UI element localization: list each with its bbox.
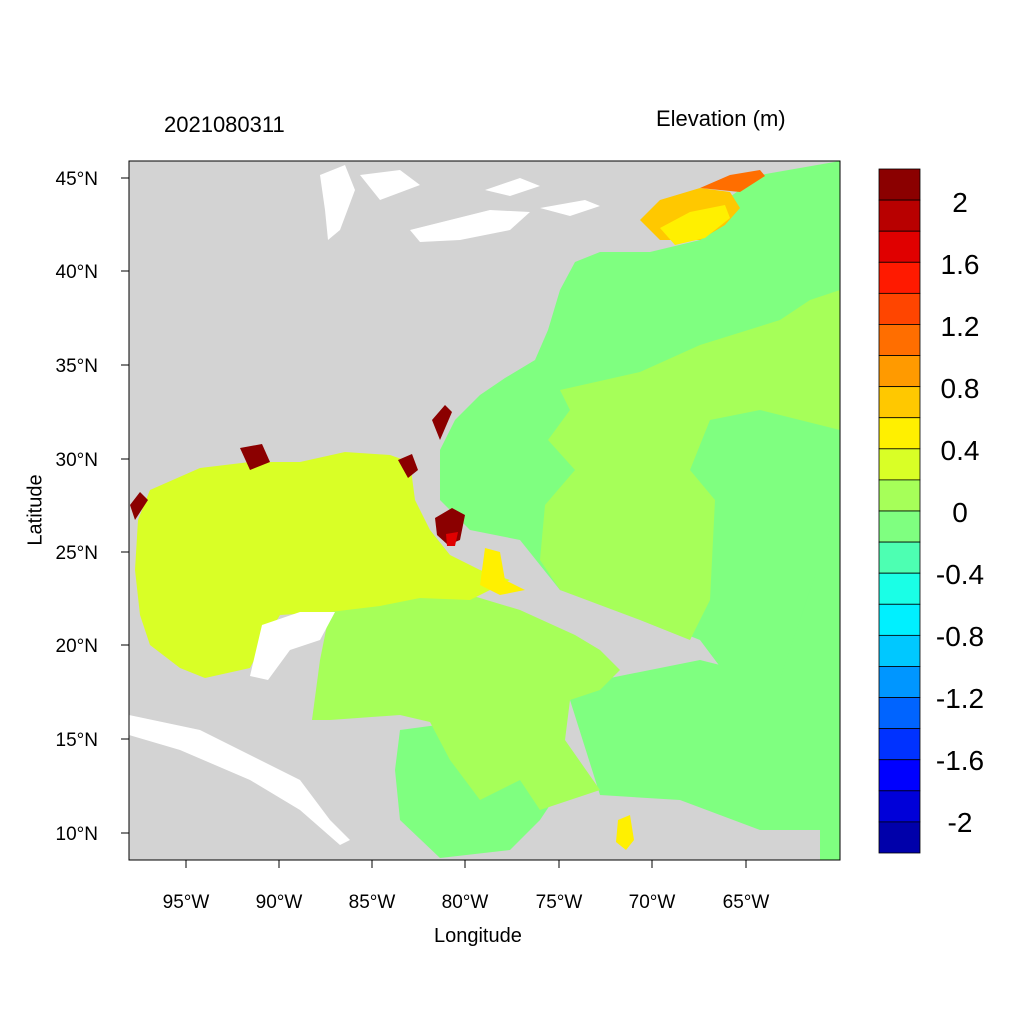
- colorbar-swatch: [878, 697, 921, 730]
- variable-label: Elevation (m): [656, 106, 786, 131]
- colorbar-swatch: [878, 386, 921, 419]
- colorbar-swatch: [878, 728, 921, 761]
- colorbar-swatch: [878, 168, 921, 201]
- x-axis-label: Longitude: [434, 925, 522, 947]
- x-axis: 95°W 90°W 85°W 80°W 75°W 70°W 65°W: [163, 860, 770, 913]
- colorbar-swatch: [878, 355, 921, 388]
- colorbar-swatch: [878, 261, 921, 294]
- great-lakes: [320, 165, 600, 242]
- atlantic-central-region: [540, 290, 840, 640]
- yucatan-coast-strip: [250, 612, 335, 680]
- colorbar-swatch: [878, 230, 921, 263]
- colorbar-labels: 2 1.6 1.2 0.8 0.4 0 -0.4 -0.8 -1.2 -1.6 …: [936, 187, 984, 838]
- plot-frame: [128, 160, 841, 861]
- x-tick-label: 85°W: [349, 892, 396, 913]
- colorbar-label: 1.2: [941, 311, 980, 342]
- colorbar-swatch: [878, 324, 921, 356]
- colorbar-swatch: [878, 634, 921, 667]
- x-tick-label: 90°W: [256, 892, 303, 913]
- y-axis: 45°N 40°N 35°N 30°N 25°N 20°N 15°N 10°N: [56, 169, 129, 845]
- y-tick-label: 25°N: [56, 543, 98, 564]
- y-tick-label: 30°N: [56, 450, 98, 471]
- x-tick-label: 70°W: [629, 892, 676, 913]
- colorbar-label: 2: [952, 187, 968, 218]
- colorbar-swatch: [878, 417, 921, 450]
- bay-of-fundy-red-region: [700, 170, 765, 192]
- y-tick-label: 15°N: [56, 730, 98, 751]
- georgia-coast-surge: [432, 405, 452, 440]
- louisiana-coast-surge: [240, 444, 270, 470]
- colorbar-label: -0.8: [936, 621, 984, 652]
- texas-coast-surge: [130, 492, 148, 520]
- x-tick-label: 75°W: [536, 892, 583, 913]
- florida-west-coast-surge: [398, 454, 418, 478]
- colorbar-swatch: [878, 479, 921, 512]
- colorbar-label: -1.6: [936, 745, 984, 776]
- colorbar-swatch: [878, 572, 921, 605]
- florida-keys-red-region: [446, 532, 458, 546]
- colorbar-label: -0.4: [936, 559, 984, 590]
- x-tick-label: 95°W: [163, 892, 210, 913]
- colorbar-swatch: [878, 199, 921, 232]
- colorbar-swatch: [878, 790, 921, 823]
- y-tick-label: 10°N: [56, 824, 98, 845]
- colorbar-swatch: [878, 603, 921, 636]
- gulf-of-mexico-region: [135, 452, 510, 678]
- south-florida-surge-region: [435, 508, 465, 545]
- y-tick-label: 40°N: [56, 262, 98, 283]
- colorbar-label: -2: [948, 807, 973, 838]
- central-america-pacific-strip: [129, 715, 350, 845]
- colorbar-label: -1.2: [936, 683, 984, 714]
- colorbar-label: 1.6: [941, 249, 980, 280]
- time-label: 2021080311: [164, 112, 285, 137]
- colorbar-label: 0: [952, 497, 968, 528]
- gulf-of-maine-yellow-region: [660, 205, 730, 245]
- colorbar: [878, 168, 921, 854]
- x-tick-label: 80°W: [442, 892, 489, 913]
- y-tick-label: 20°N: [56, 636, 98, 657]
- colorbar-swatch: [878, 541, 921, 574]
- colorbar-label: 0.4: [941, 435, 980, 466]
- colorbar-swatch: [878, 666, 921, 698]
- colorbar-swatch: [878, 448, 921, 481]
- colorbar-swatch: [878, 821, 921, 854]
- colorbar-swatch: [878, 510, 921, 543]
- gulf-yellow-patch: [480, 548, 525, 595]
- caribbean-sea-region: [312, 590, 620, 810]
- x-tick-label: 65°W: [723, 892, 770, 913]
- y-tick-label: 35°N: [56, 356, 98, 377]
- atlantic-east-region: [570, 500, 840, 860]
- colorbar-swatch: [878, 292, 921, 325]
- y-tick-label: 45°N: [56, 169, 98, 190]
- map-plot-area: [129, 161, 840, 860]
- colorbar-swatch: [878, 759, 921, 792]
- colorbar-label: 0.8: [941, 373, 980, 404]
- lake-maracaibo-region: [616, 815, 634, 850]
